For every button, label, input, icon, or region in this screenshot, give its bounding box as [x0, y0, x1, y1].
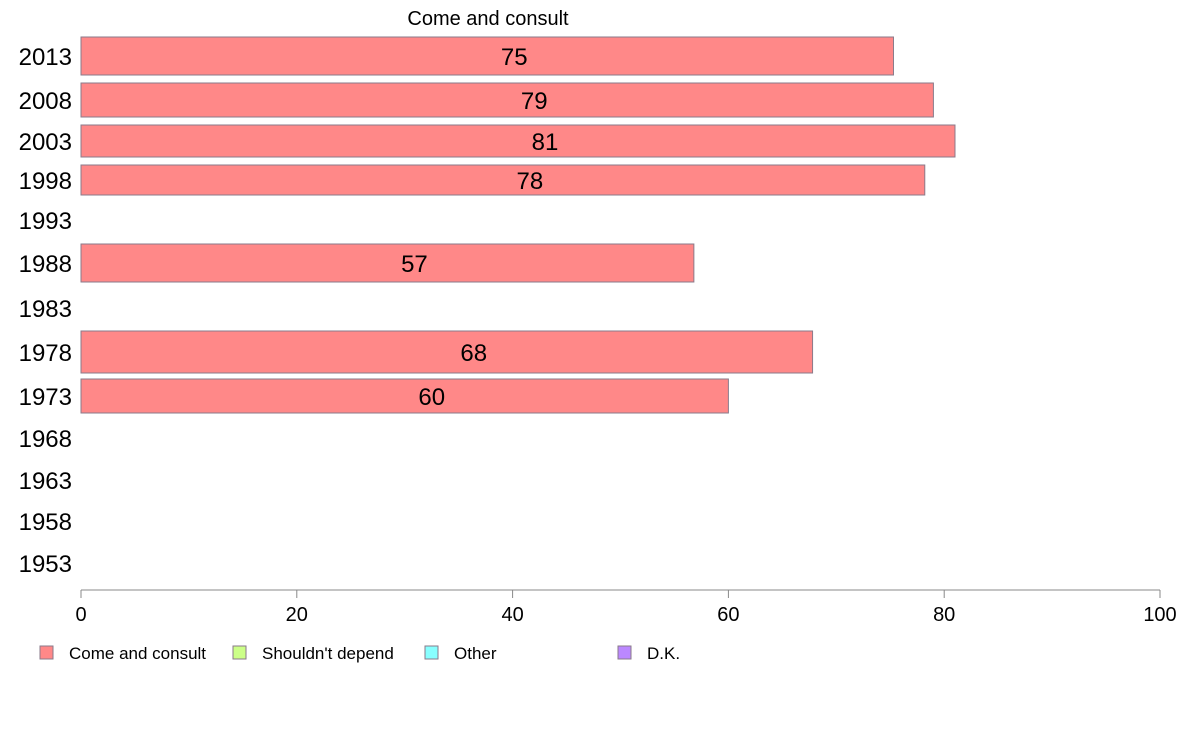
- y-tick-label: 1993: [19, 208, 72, 235]
- legend-label: Shouldn't depend: [262, 644, 394, 663]
- bars-group: 75 79 81 78 57 68 60: [80, 36, 956, 414]
- bar: [80, 164, 926, 196]
- x-tick-label: 20: [286, 604, 308, 626]
- legend-swatch: [424, 645, 439, 660]
- bar: [80, 36, 894, 76]
- y-tick-label: 1973: [19, 384, 72, 411]
- y-tick-label: 1968: [19, 426, 72, 453]
- y-tick-label: 1963: [19, 468, 72, 495]
- legend-swatch: [617, 645, 632, 660]
- legend-label: Come and consult: [69, 644, 206, 663]
- bar: [80, 378, 729, 414]
- x-tick-label: 0: [75, 604, 86, 626]
- y-tick-label: 1983: [19, 296, 72, 323]
- y-tick-label: 1988: [19, 251, 72, 278]
- legend-swatch: [232, 645, 247, 660]
- bar: [80, 330, 814, 374]
- y-axis-labels: 2013 2008 2003 1998 1993 1988 1983 1978 1973 1968…: [19, 44, 72, 578]
- y-tick-label: 2013: [19, 44, 72, 71]
- legend-label: D.K.: [647, 644, 680, 663]
- x-tick-label: 40: [501, 604, 523, 626]
- y-tick-label: 1953: [19, 551, 72, 578]
- bar-value-label: 79: [521, 88, 548, 115]
- bar-value-label: 68: [460, 340, 487, 367]
- bar-value-label: 78: [517, 168, 544, 195]
- x-tick-label: 60: [717, 604, 739, 626]
- legend: Come and consult Shouldn't depend Other D.K…: [39, 644, 680, 663]
- y-tick-label: 1978: [19, 340, 72, 367]
- bar-value-label: 81: [532, 129, 559, 156]
- x-tick-label: 100: [1143, 604, 1176, 626]
- y-tick-label: 1998: [19, 168, 72, 195]
- bar-value-label: 57: [401, 251, 428, 278]
- bar: [80, 124, 956, 158]
- x-tick-label: 80: [933, 604, 955, 626]
- legend-label: Other: [454, 644, 497, 663]
- x-axis-ticks: 0 20 40 60 80 100: [75, 590, 1177, 626]
- bar: [80, 82, 934, 118]
- bar-value-label: 60: [418, 384, 445, 411]
- y-tick-label: 1958: [19, 509, 72, 536]
- y-tick-label: 2008: [19, 88, 72, 115]
- y-tick-label: 2003: [19, 129, 72, 156]
- legend-swatch: [39, 645, 54, 660]
- chart-title: Come and consult: [407, 8, 569, 30]
- bar: [80, 243, 695, 283]
- bar-value-label: 75: [501, 44, 528, 71]
